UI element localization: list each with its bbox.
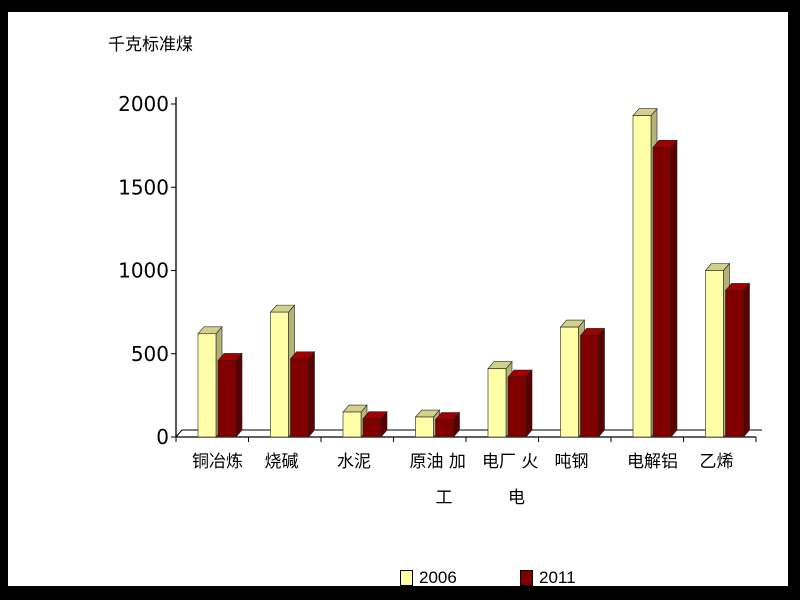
y-tick-label-3: 1500 [118,175,169,199]
legend-swatch-2011 [520,570,533,586]
bar-2006-3 [415,416,434,438]
y-axis-title: 千克标准煤 [108,35,193,55]
bar-2006-7 [705,270,724,438]
x-tick-label-1: 烧碱 [265,452,299,472]
x-tick-label-3: 原油 加工 [410,452,466,508]
bar-2011-0 [217,360,237,438]
bar-2011-0-side [235,352,243,438]
y-tick-label-1: 500 [131,342,169,366]
bar-2011-4 [507,376,527,438]
legend-swatch-2006 [400,570,413,586]
bar-2011-1-side [308,350,315,438]
x-tick-label-7: 乙烯 [700,452,734,472]
bar-2011-5 [580,335,599,438]
legend-item-2006: 2006 [400,565,457,591]
bar-2011-7 [725,290,744,438]
chart-frame: 0 500 1000 1500 2000 千克标准煤铜冶炼 烧碱 水泥 原油 加工 电厂 火电 吨钢… [8,12,788,587]
bar-2006-0 [197,333,217,438]
y-tick-label-4: 2000 [118,92,169,116]
bar-2006-5 [560,326,579,438]
x-tick-label-4: 电厂 火电 [482,452,538,508]
bar-2006-2 [342,411,362,438]
bar-2011-2 [362,418,382,438]
y-tick-label-0: 0 [156,425,169,449]
x-tick-label-0: 铜冶炼 [192,452,243,472]
bar-2011-1 [290,358,309,438]
y-tick-label-2: 1000 [118,259,169,283]
bar-2011-4-side [525,369,533,438]
x-tick-label-5: 吨钢 [555,452,589,472]
bar-2006-1 [270,311,289,438]
legend-label-2011: 2011 [539,568,576,587]
bar-2011-6-side [670,139,678,438]
bar-2011-3 [435,419,454,438]
floor-edge-left [175,429,183,438]
legend-item-2011: 2011 [520,565,576,591]
bar-2006-6 [632,115,652,438]
legend-label-2006: 2006 [419,568,457,587]
x-tick-label-6: 电解铝 [627,452,678,472]
bar-2011-6 [652,146,672,438]
bar-2011-5-side [598,327,605,438]
bar-2011-7-side [743,282,750,438]
bar-2006-4 [487,368,507,438]
x-tick-label-2: 水泥 [337,452,371,472]
